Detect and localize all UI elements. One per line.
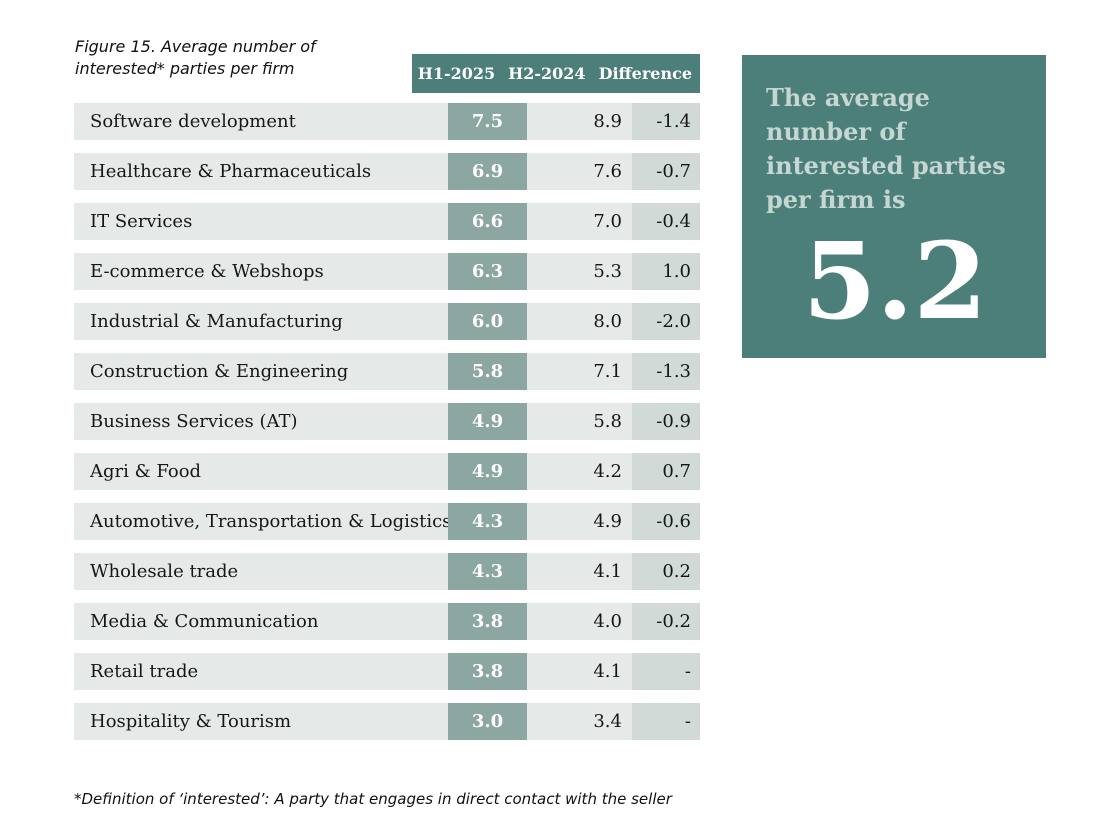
difference-value-cell: -0.4 [632, 203, 700, 240]
difference-value-cell: -0.6 [632, 503, 700, 540]
table-row: Agri & Food 4.9 4.2 0.7 [74, 453, 700, 490]
h2-2024-value-cell: 7.1 [593, 361, 622, 382]
h1-2025-value-cell: 3.8 [448, 603, 527, 640]
difference-value-cell: -1.3 [632, 353, 700, 390]
h2-2024-value-cell: 4.1 [593, 661, 622, 682]
difference-value-cell: -0.7 [632, 153, 700, 190]
industry-label: IT Services [90, 211, 193, 232]
industry-label: Wholesale trade [90, 561, 239, 582]
column-label-h2-2024: H2-2024 [508, 64, 586, 83]
table-row: Automotive, Transportation & Logistics 4… [74, 503, 700, 540]
h2-2024-value-cell: 8.9 [593, 111, 622, 132]
h2-2024-value-cell: 4.1 [593, 561, 622, 582]
h1-2025-value-cell: 4.3 [448, 503, 527, 540]
column-label-h1-2025: H1-2025 [417, 64, 496, 83]
table-row: IT Services 6.6 7.0 -0.4 [74, 203, 700, 240]
table-row: Software development 7.5 8.9 -1.4 [74, 103, 700, 140]
industry-label: Business Services (AT) [90, 411, 298, 432]
table-row: Retail trade 3.8 4.1 - [74, 653, 700, 690]
callout-box: The average number of interested parties… [742, 55, 1046, 358]
difference-value-cell: - [632, 653, 700, 690]
h1-2025-value-cell: 3.8 [448, 653, 527, 690]
h1-2025-value-cell: 6.3 [448, 253, 527, 290]
h2-2024-value-cell: 5.3 [593, 261, 622, 282]
h2-2024-value-cell: 4.9 [593, 511, 622, 532]
h1-2025-value-cell: 4.9 [448, 453, 527, 490]
h2-2024-value-cell: 4.2 [593, 461, 622, 482]
h2-2024-value-cell: 7.0 [593, 211, 622, 232]
table-row: Business Services (AT) 4.9 5.8 -0.9 [74, 403, 700, 440]
table-row: Media & Communication 3.8 4.0 -0.2 [74, 603, 700, 640]
callout-text: The average number of interested parties… [766, 83, 1006, 214]
difference-value-cell: -0.2 [632, 603, 700, 640]
footnote: *Definition of ‘interested’: A party tha… [74, 790, 672, 808]
difference-value-cell: 0.7 [632, 453, 700, 490]
h1-2025-value-cell: 4.9 [448, 403, 527, 440]
industry-label: E-commerce & Webshops [90, 261, 324, 282]
table-row: Healthcare & Pharmaceuticals 6.9 7.6 -0.… [74, 153, 700, 190]
difference-value-cell: 0.2 [632, 553, 700, 590]
h2-2024-value-cell: 5.8 [593, 411, 622, 432]
h1-2025-value-cell: 7.5 [448, 103, 527, 140]
h1-2025-value-cell: 6.9 [448, 153, 527, 190]
difference-value-cell: - [632, 703, 700, 740]
h2-2024-value-cell: 7.6 [593, 161, 622, 182]
h2-2024-value-cell: 3.4 [593, 711, 622, 732]
industry-label: Software development [90, 111, 296, 132]
column-label-difference: Difference [598, 64, 692, 83]
industry-label: Hospitality & Tourism [90, 711, 292, 732]
column-header: H1-2025 H2-2024 Difference [412, 54, 700, 93]
h2-2024-value-cell: 4.0 [593, 611, 622, 632]
h1-2025-value-cell: 6.0 [448, 303, 527, 340]
table-row: Construction & Engineering 5.8 7.1 -1.3 [74, 353, 700, 390]
h2-2024-value-cell: 8.0 [593, 311, 622, 332]
table-row: Hospitality & Tourism 3.0 3.4 - [74, 703, 700, 740]
callout-value: 5.2 [802, 218, 988, 343]
industry-label: Construction & Engineering [90, 361, 349, 382]
industry-label: Media & Communication [90, 611, 319, 632]
industry-label: Healthcare & Pharmaceuticals [90, 161, 372, 182]
table-row: Wholesale trade 4.3 4.1 0.2 [74, 553, 700, 590]
industry-label: Automotive, Transportation & Logistics [90, 511, 448, 532]
difference-value-cell: -1.4 [632, 103, 700, 140]
difference-value-cell: 1.0 [632, 253, 700, 290]
h1-2025-value-cell: 6.6 [448, 203, 527, 240]
table-row: Industrial & Manufacturing 6.0 8.0 -2.0 [74, 303, 700, 340]
industry-label: Retail trade [90, 661, 199, 682]
figure-title: Figure 15. Average number of interested*… [75, 37, 316, 78]
industry-table-body: Software development 7.5 8.9 -1.4 Health… [74, 103, 700, 740]
h1-2025-value-cell: 5.8 [448, 353, 527, 390]
difference-value-cell: -0.9 [632, 403, 700, 440]
h1-2025-value-cell: 3.0 [448, 703, 527, 740]
difference-value-cell: -2.0 [632, 303, 700, 340]
table-row: E-commerce & Webshops 6.3 5.3 1.0 [74, 253, 700, 290]
industry-label: Agri & Food [90, 461, 202, 482]
h1-2025-value-cell: 4.3 [448, 553, 527, 590]
industry-label: Industrial & Manufacturing [90, 311, 343, 332]
